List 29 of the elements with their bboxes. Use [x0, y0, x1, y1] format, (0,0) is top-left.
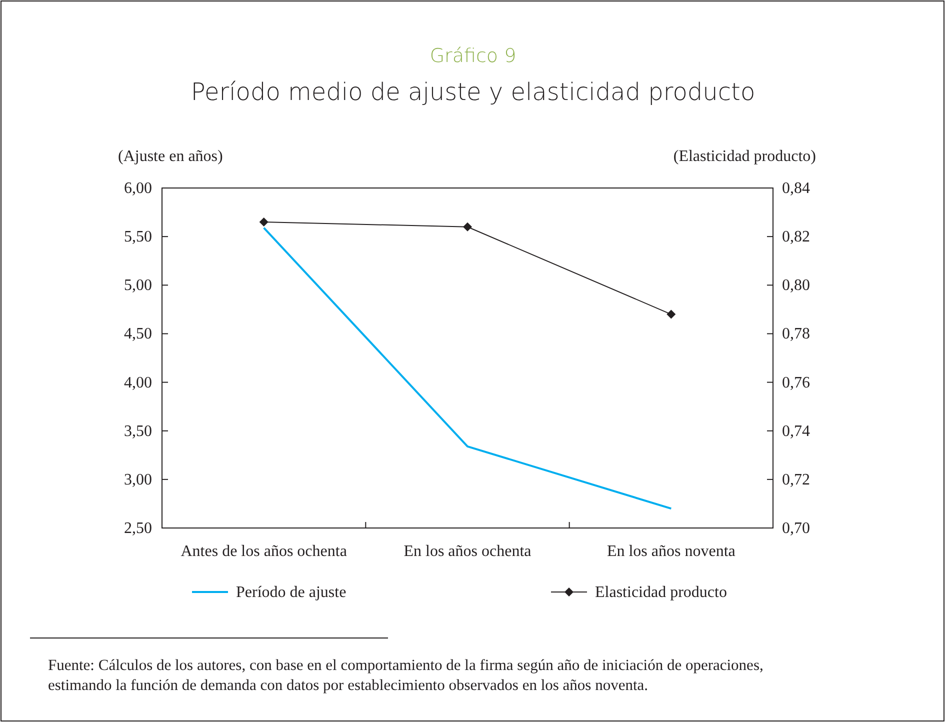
y-tick-label: 4,50 — [124, 326, 152, 343]
y2-tick-label: 0,84 — [782, 180, 810, 197]
legend-label: Elasticidad producto — [595, 584, 727, 601]
y-tick-label: 6,00 — [124, 180, 152, 197]
y2-tick-label: 0,78 — [782, 326, 810, 343]
y-axis-title: (Ajuste en años) — [118, 148, 223, 165]
legend-label: Período de ajuste — [236, 584, 346, 601]
y-tick-label: 3,50 — [124, 422, 152, 440]
y-tick-label: 5,00 — [124, 277, 152, 294]
y-tick-label: 2,50 — [124, 520, 152, 537]
x-tick-label: En los años ochenta — [404, 543, 532, 560]
y2-tick-label: 0,70 — [782, 520, 810, 537]
y-tick-label: 4,00 — [124, 374, 152, 392]
point — [463, 222, 472, 232]
x-tick-label: En los años noventa — [606, 543, 736, 560]
x-tick-label: Antes de los años ochenta — [180, 543, 347, 560]
y2-axis-title: (Elasticidad producto) — [673, 148, 816, 165]
source-note: Fuente: Cálculos de los autores, con base en el comportamiento de la firma según año de iniciación de operaciones, estimando la función de demanda con datos por establecimiento observados en los años noventa. — [48, 657, 764, 694]
y2-tick-label: 0,76 — [782, 374, 810, 392]
point — [259, 218, 268, 226]
y2-tick-label: 0,74 — [782, 422, 810, 440]
point — [666, 310, 676, 319]
chart-title: Gráfico 9 — [430, 45, 516, 67]
y-tick-label: 5,50 — [124, 228, 152, 246]
y2-tick-label: 0,82 — [782, 228, 810, 246]
y2-tick-label: 0,80 — [782, 277, 810, 294]
y-tick-label: 3,00 — [124, 471, 152, 488]
chart-subtitle: Período medio de ajuste y elasticidad producto — [190, 78, 756, 106]
y2-tick-label: 0,72 — [782, 471, 810, 488]
